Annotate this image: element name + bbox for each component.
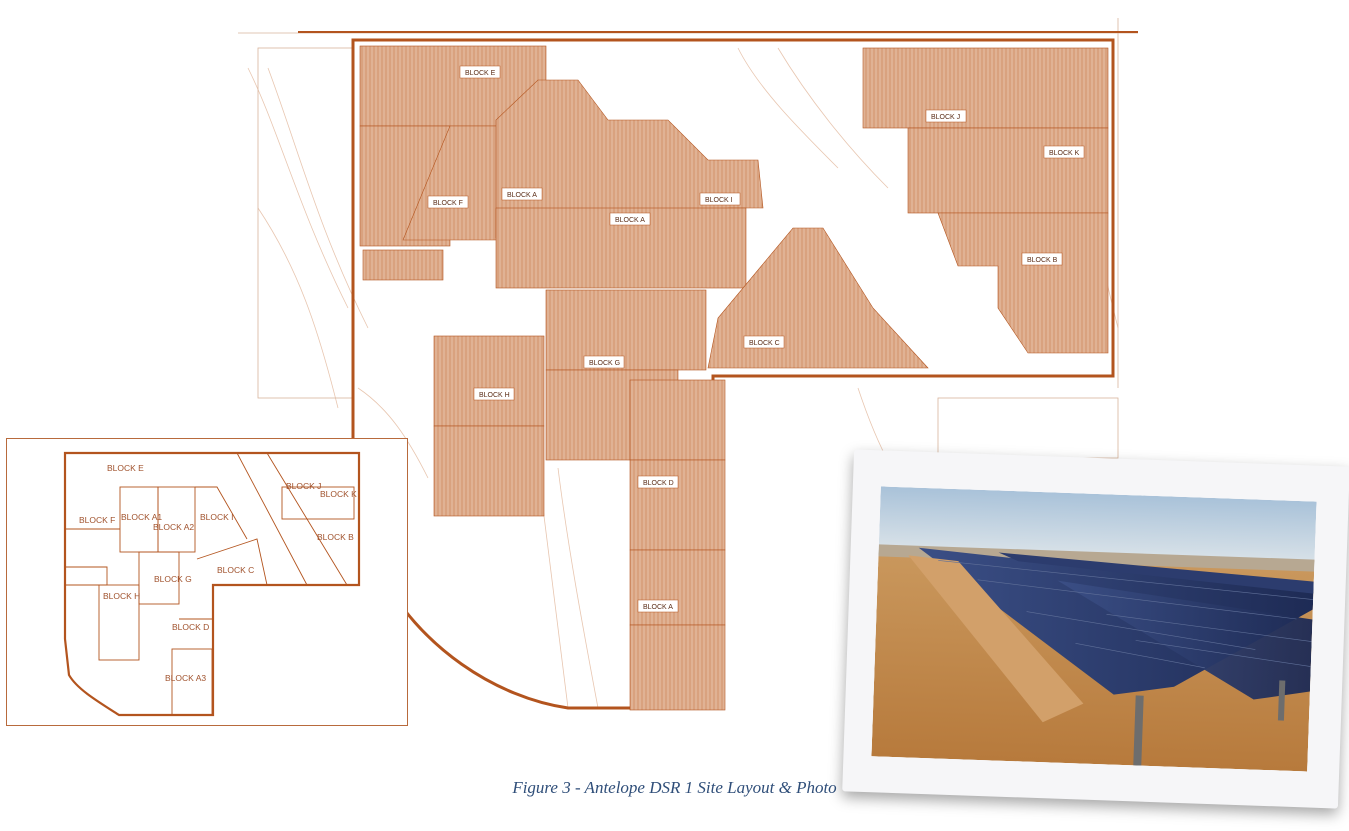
key-label-block-a2: BLOCK A2 [153, 522, 194, 532]
key-map-block-outlines [65, 452, 355, 716]
site-layout-drawing: BLOCK E BLOCK F BLOCK A BLOCK A BLOCK I … [238, 18, 1138, 711]
key-label-block-b: BLOCK B [317, 532, 354, 542]
label-block-a-lower: BLOCK A [643, 604, 673, 611]
label-block-b: BLOCK B [1027, 257, 1058, 264]
solar-array-photo [871, 486, 1317, 772]
label-block-k: BLOCK K [1049, 150, 1080, 157]
figure-caption: Figure 3 - Antelope DSR 1 Site Layout & … [512, 778, 837, 797]
key-map-boundary [63, 451, 361, 717]
label-block-c: BLOCK C [749, 340, 780, 347]
photo-frame [842, 449, 1349, 809]
key-label-block-j: BLOCK J [286, 481, 321, 491]
block-key-map: BLOCK E BLOCK J BLOCK K BLOCK F BLOCK A1… [6, 438, 408, 726]
label-block-i: BLOCK I [705, 197, 733, 204]
label-block-j: BLOCK J [931, 114, 960, 121]
key-label-block-e: BLOCK E [107, 463, 144, 473]
site-block-labels: BLOCK E BLOCK F BLOCK A BLOCK A BLOCK I … [427, 65, 1085, 613]
key-label-block-i: BLOCK I [200, 512, 234, 522]
key-label-block-c: BLOCK C [217, 565, 254, 575]
key-label-block-a3: BLOCK A3 [165, 673, 206, 683]
label-block-e: BLOCK E [465, 70, 496, 77]
key-label-block-g: BLOCK G [154, 574, 192, 584]
label-block-h: BLOCK H [479, 392, 510, 399]
key-label-block-k: BLOCK K [320, 489, 357, 499]
label-block-a-upper: BLOCK A [507, 192, 537, 199]
key-label-block-d: BLOCK D [172, 622, 209, 632]
key-map-labels: BLOCK E BLOCK J BLOCK K BLOCK F BLOCK A1… [79, 463, 357, 683]
label-block-d: BLOCK D [643, 480, 674, 487]
key-label-block-f: BLOCK F [79, 515, 115, 525]
label-block-a-mid: BLOCK A [615, 217, 645, 224]
solar-array-blocks [359, 45, 1109, 711]
label-block-f: BLOCK F [433, 200, 463, 207]
key-label-block-h: BLOCK H [103, 591, 140, 601]
key-map-drawing: BLOCK E BLOCK J BLOCK K BLOCK F BLOCK A1… [63, 451, 361, 717]
label-block-g: BLOCK G [589, 360, 620, 367]
key-label-block-a1: BLOCK A1 [121, 512, 162, 522]
